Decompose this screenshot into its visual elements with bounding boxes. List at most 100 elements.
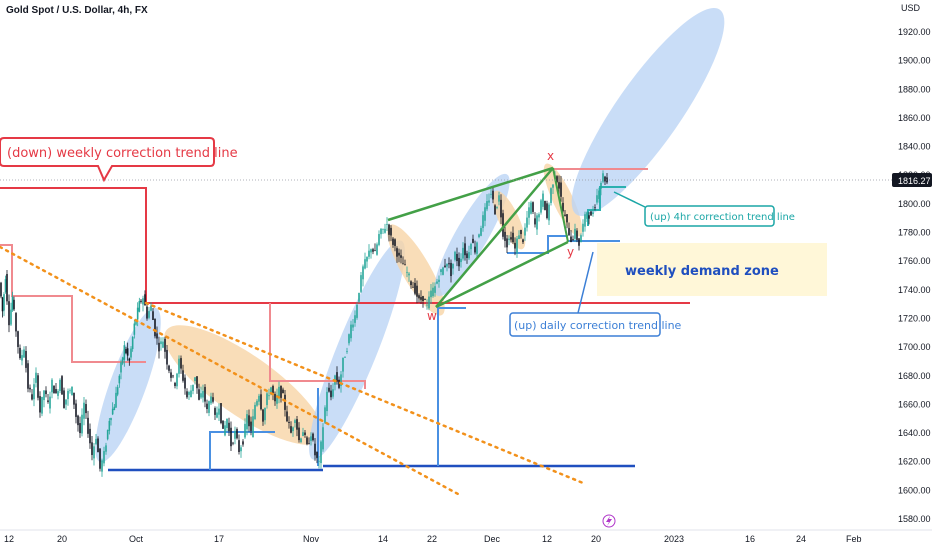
up-4hr-callout-pointer — [613, 191, 646, 208]
candle-body — [492, 190, 494, 200]
candle-body — [358, 292, 360, 302]
candle-body — [420, 297, 422, 300]
candle-body — [452, 263, 454, 269]
y-tick-label: 1920.00 — [898, 27, 931, 37]
candle-body — [304, 432, 306, 435]
x-tick-label: 22 — [427, 534, 437, 544]
down-trend-callout[interactable]: (down) weekly correction trend line — [0, 137, 238, 183]
green-x-leg — [435, 167, 554, 308]
x-tick-label: Oct — [129, 534, 144, 544]
x-tick-label: 20 — [57, 534, 67, 544]
y-tick-label: 1620.00 — [898, 457, 931, 467]
candle-body — [202, 391, 204, 398]
candle-body — [542, 193, 544, 207]
candle-body — [422, 296, 424, 302]
candle-body — [466, 253, 468, 258]
candle-body — [178, 358, 180, 374]
candle-body — [11, 296, 14, 310]
bracket-line — [0, 244, 146, 363]
event-lightning-icon[interactable] — [602, 514, 616, 528]
candle-body — [418, 295, 420, 299]
candle-body — [516, 238, 518, 254]
candle-body — [188, 392, 190, 395]
candle-body — [494, 205, 496, 215]
candle-body — [15, 313, 17, 332]
candle-body — [150, 305, 152, 311]
candle-body — [536, 215, 538, 230]
candle-body — [230, 427, 232, 447]
candle-body — [180, 358, 182, 369]
candle-body — [270, 387, 272, 395]
candle-body — [416, 285, 418, 297]
candle-body — [488, 200, 490, 203]
candle-body — [584, 214, 586, 227]
y-tick-label: 1720.00 — [898, 313, 931, 323]
candle-body — [586, 212, 588, 219]
candle-body — [106, 430, 109, 440]
candle-body — [410, 281, 412, 286]
candle-body — [316, 452, 318, 458]
candle-body — [328, 387, 330, 392]
candle-body — [294, 420, 296, 424]
down-trend-callout-text: (down) weekly correction trend line — [7, 146, 238, 161]
candle-body — [276, 395, 278, 404]
candle-body — [0, 282, 2, 297]
plot-area[interactable] — [0, 0, 892, 496]
candle-body — [83, 402, 85, 419]
candle-series — [0, 170, 608, 477]
price-scale[interactable]: USD 1580.001600.001620.001640.001660.001… — [892, 0, 932, 530]
time-axis[interactable]: 12 20 Oct 17 Nov 14 22 Dec 12 20 2023 16 24 Feb — [0, 529, 932, 544]
candle-body — [226, 418, 228, 429]
x-tick-label: 24 — [796, 534, 806, 544]
candle-body — [232, 442, 234, 444]
candle-body — [312, 433, 314, 441]
candle-body — [384, 228, 386, 233]
candle-body — [200, 393, 202, 398]
weekly-demand-zone-rect[interactable] — [597, 243, 827, 296]
candle-body — [464, 243, 466, 256]
candle-body — [73, 392, 75, 405]
candle-body — [336, 372, 338, 382]
candle-body — [592, 212, 594, 215]
candle-body — [524, 227, 526, 236]
candle-body — [59, 379, 61, 391]
candle-body — [186, 391, 188, 398]
candle-body — [110, 418, 112, 421]
candle-body — [474, 246, 476, 253]
candle-body — [496, 207, 498, 208]
up-4hr-callout-text: (up) 4hr correction trend line — [650, 212, 795, 223]
candle-body — [518, 235, 520, 240]
candle-body — [196, 376, 198, 389]
candle-body — [128, 358, 131, 361]
candle-body — [238, 440, 240, 453]
candle-body — [576, 230, 578, 240]
candle-body — [324, 407, 326, 423]
orange-ellipse — [164, 325, 324, 445]
candle-body — [93, 446, 95, 459]
candle-body — [296, 419, 298, 430]
candle-body — [81, 414, 83, 434]
candle-body — [174, 382, 176, 386]
candle-body — [206, 403, 208, 410]
up-4hr-callout[interactable]: (up) 4hr correction trend line — [613, 191, 795, 227]
candle-body — [190, 390, 192, 398]
candle-body — [442, 267, 444, 275]
up-daily-callout[interactable]: (up) daily correction trend line — [509, 251, 682, 337]
candle-body — [382, 228, 384, 230]
green-upper-channel — [387, 166, 554, 222]
candle-body — [282, 389, 284, 394]
candle-body — [302, 432, 304, 437]
candle-body — [148, 311, 150, 318]
candle-body — [61, 376, 63, 395]
candle-body — [530, 202, 532, 214]
candle-body — [560, 182, 562, 197]
wave-label-w: w — [427, 309, 437, 323]
candle-body — [428, 296, 430, 309]
demand-zone-label: weekly demand zone — [625, 264, 779, 279]
candle-body — [346, 351, 348, 353]
candle-body — [446, 263, 448, 267]
y-tick-label: 1600.00 — [898, 485, 931, 495]
candle-body — [562, 202, 564, 212]
candle-body — [332, 389, 334, 397]
